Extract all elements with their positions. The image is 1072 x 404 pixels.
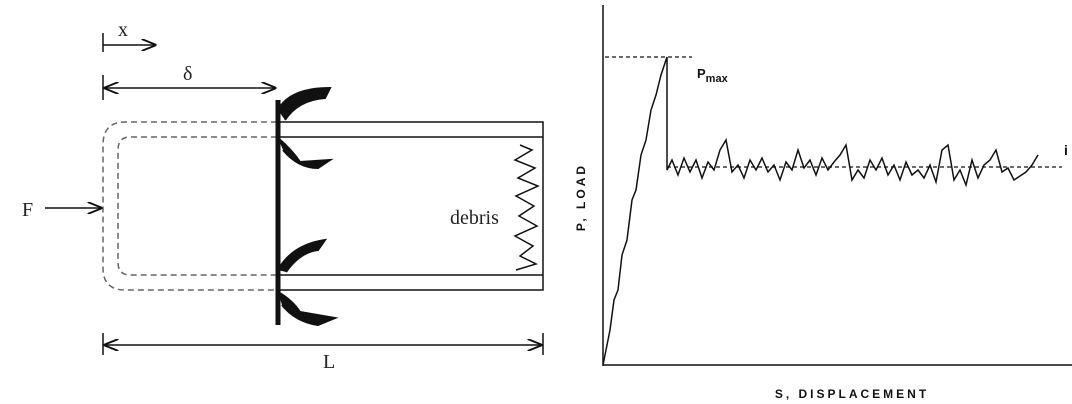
x-axis-label: S, DISPLACEMENT	[775, 387, 929, 401]
original-tube-inner	[118, 137, 277, 275]
y-axis-label: P, LOAD	[574, 163, 588, 231]
peak-label-base: P	[697, 66, 706, 81]
length-label: L	[323, 351, 335, 373]
debris-label: debris	[450, 207, 499, 229]
tube	[277, 122, 543, 290]
x-label: x	[118, 19, 128, 41]
load-displacement-plot: Pmax i P, LOAD S, DISPLACEMENT	[574, 5, 1072, 401]
fronds-bottom	[278, 240, 335, 325]
peak-label-sub: max	[706, 73, 729, 85]
delta-label: δ	[183, 63, 192, 85]
mean-label: i	[1064, 142, 1068, 158]
force-label: F	[22, 199, 33, 221]
fronds-top	[278, 88, 330, 168]
tube-diagram: x δ F debris L	[22, 19, 543, 373]
original-tube-outline	[103, 122, 277, 290]
debris	[515, 145, 538, 270]
figure: x δ F debris L Pmax i P, LOAD S, DISPLAC…	[0, 0, 1072, 404]
load-curve	[603, 57, 1038, 365]
peak-label: Pmax	[697, 66, 729, 85]
